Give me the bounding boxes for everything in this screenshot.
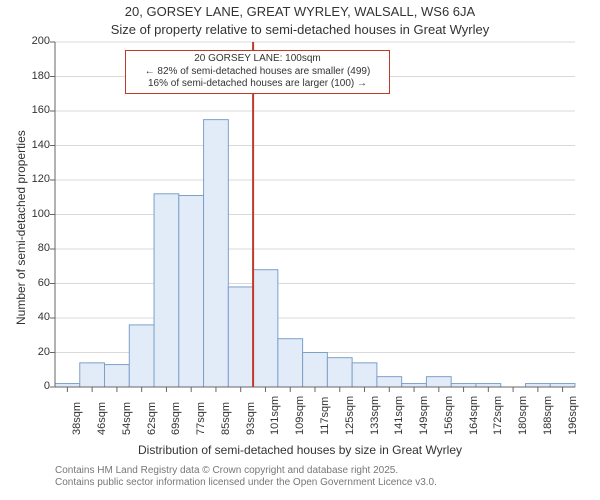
x-tick-label: 69sqm (170, 402, 182, 435)
histogram-bar (278, 339, 303, 387)
x-axis-label: Distribution of semi-detached houses by … (0, 443, 600, 457)
y-tick-label: 100 (20, 208, 50, 220)
x-tick-label: 77sqm (195, 402, 207, 435)
x-tick-label: 101sqm (269, 396, 281, 435)
y-tick-label: 120 (20, 173, 50, 185)
footnote-line1: Contains HM Land Registry data © Crown c… (55, 465, 398, 476)
x-tick-label: 46sqm (96, 402, 108, 435)
x-tick-label: 93sqm (245, 402, 257, 435)
histogram-bar (129, 325, 154, 387)
histogram-bar (80, 363, 105, 387)
x-tick-label: 109sqm (294, 396, 306, 435)
y-tick-label: 0 (20, 380, 50, 392)
histogram-bar (253, 270, 278, 387)
x-tick-label: 180sqm (517, 396, 529, 435)
x-tick-label: 156sqm (443, 396, 455, 435)
x-tick-label: 38sqm (71, 402, 83, 435)
y-tick-label: 80 (20, 242, 50, 254)
footnote-line2: Contains public sector information licen… (55, 477, 437, 488)
histogram-bar (228, 287, 253, 387)
histogram-bar (55, 384, 80, 387)
y-tick-label: 40 (20, 311, 50, 323)
x-tick-label: 125sqm (344, 396, 356, 435)
marker-annotation-box: 20 GORSEY LANE: 100sqm ← 82% of semi-det… (125, 50, 390, 94)
histogram-bar (179, 196, 204, 387)
y-tick-label: 160 (20, 104, 50, 116)
x-tick-label: 172sqm (492, 396, 504, 435)
histogram-bar (154, 194, 179, 387)
chart-container: { "title": { "line1": "20, GORSEY LANE, … (0, 0, 600, 500)
annotation-line2: ← 82% of semi-detached houses are smalle… (130, 66, 385, 79)
y-tick-label: 60 (20, 277, 50, 289)
x-tick-label: 62sqm (146, 402, 158, 435)
x-tick-label: 85sqm (220, 402, 232, 435)
histogram-bar (476, 384, 501, 387)
histogram-bar (550, 384, 575, 387)
x-tick-label: 141sqm (393, 396, 405, 435)
annotation-line1: 20 GORSEY LANE: 100sqm (130, 53, 385, 66)
histogram-bar (377, 377, 402, 387)
x-tick-label: 164sqm (468, 396, 480, 435)
histogram-bar (303, 353, 328, 388)
y-tick-label: 200 (20, 35, 50, 47)
x-tick-label: 54sqm (121, 402, 133, 435)
y-tick-label: 20 (20, 346, 50, 358)
x-tick-label: 117sqm (319, 397, 331, 435)
histogram-bar (525, 384, 550, 387)
histogram-bar (204, 120, 229, 387)
histogram-bar (426, 377, 451, 387)
x-tick-label: 188sqm (542, 396, 554, 435)
y-tick-label: 140 (20, 139, 50, 151)
x-tick-label: 196sqm (567, 396, 579, 435)
histogram-bar (352, 363, 377, 387)
histogram-bar (451, 384, 476, 387)
histogram-bar (105, 365, 130, 387)
histogram-bar (402, 384, 427, 387)
histogram-bar (327, 358, 352, 387)
x-tick-label: 133sqm (369, 396, 381, 435)
x-tick-label: 149sqm (418, 396, 430, 435)
y-tick-label: 180 (20, 70, 50, 82)
annotation-line3: 16% of semi-detached houses are larger (… (130, 78, 385, 91)
